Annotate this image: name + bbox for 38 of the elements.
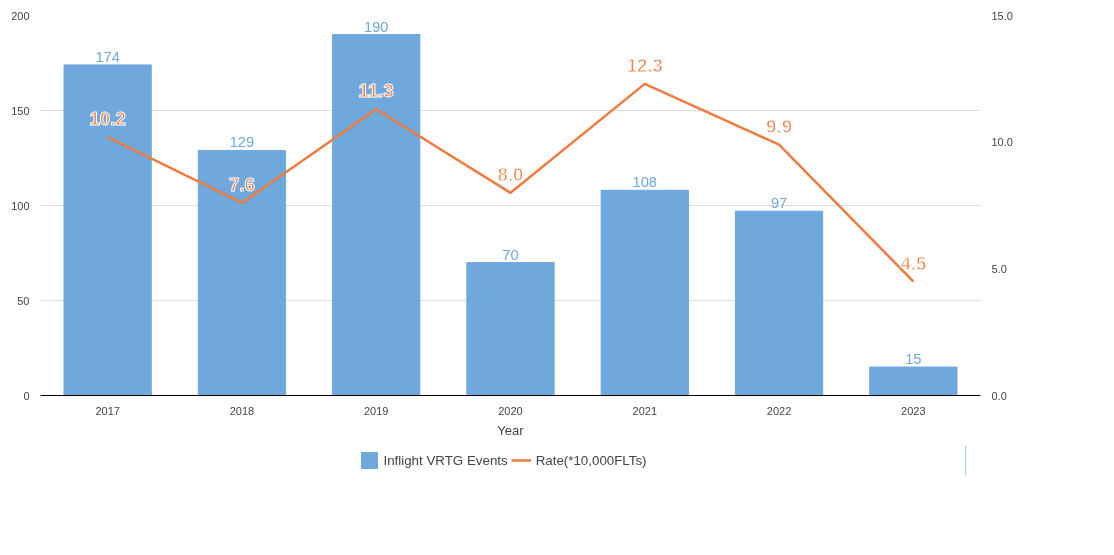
data-label: 10.2 [89, 108, 126, 130]
x-tick-label: 2020 [498, 404, 523, 417]
x-tick-label: 2019 [363, 404, 389, 417]
data-label: 108 [632, 174, 658, 191]
y2-tick-label: 10.0 [991, 136, 1013, 149]
data-label: 70 [502, 246, 519, 263]
x-tick-label: 2018 [229, 404, 255, 417]
data-label: 7.6 [228, 173, 255, 195]
bar [466, 262, 555, 396]
data-label: 129 [229, 134, 255, 151]
data-label: 9.9 [766, 115, 793, 137]
bar [734, 210, 824, 396]
bar [63, 64, 152, 396]
bar [332, 34, 421, 396]
x-tick-label: 2023 [901, 404, 926, 417]
x-tick-label: 2022 [766, 404, 792, 417]
y-tick-label: 50 [17, 294, 30, 307]
data-label: 174 [95, 48, 120, 65]
legend-label: Rate(*10,000FLTs) [535, 452, 647, 468]
data-label: 190 [363, 18, 389, 35]
y2-tick-label: 5.0 [991, 262, 1007, 275]
y-tick-label: 100 [11, 199, 30, 212]
x-tick-label: 2017 [95, 404, 120, 417]
data-label: 97 [770, 195, 788, 212]
legend-label: Inflight VRTG Events [383, 452, 508, 468]
x-tick-label: 2021 [632, 404, 658, 417]
y-tick-label: 0 [23, 389, 30, 402]
data-label: 15 [905, 351, 922, 367]
bar [869, 366, 958, 396]
y2-tick-label: 15.0 [991, 9, 1013, 22]
bar [197, 149, 287, 396]
data-label: 12.3 [626, 54, 663, 76]
y-tick-label: 150 [11, 104, 30, 117]
data-label: 11.3 [358, 80, 394, 102]
y2-tick-label: 0.0 [991, 389, 1007, 402]
bar [600, 189, 689, 396]
x-axis-title: Year [497, 422, 525, 438]
y-tick-label: 200 [11, 9, 30, 22]
